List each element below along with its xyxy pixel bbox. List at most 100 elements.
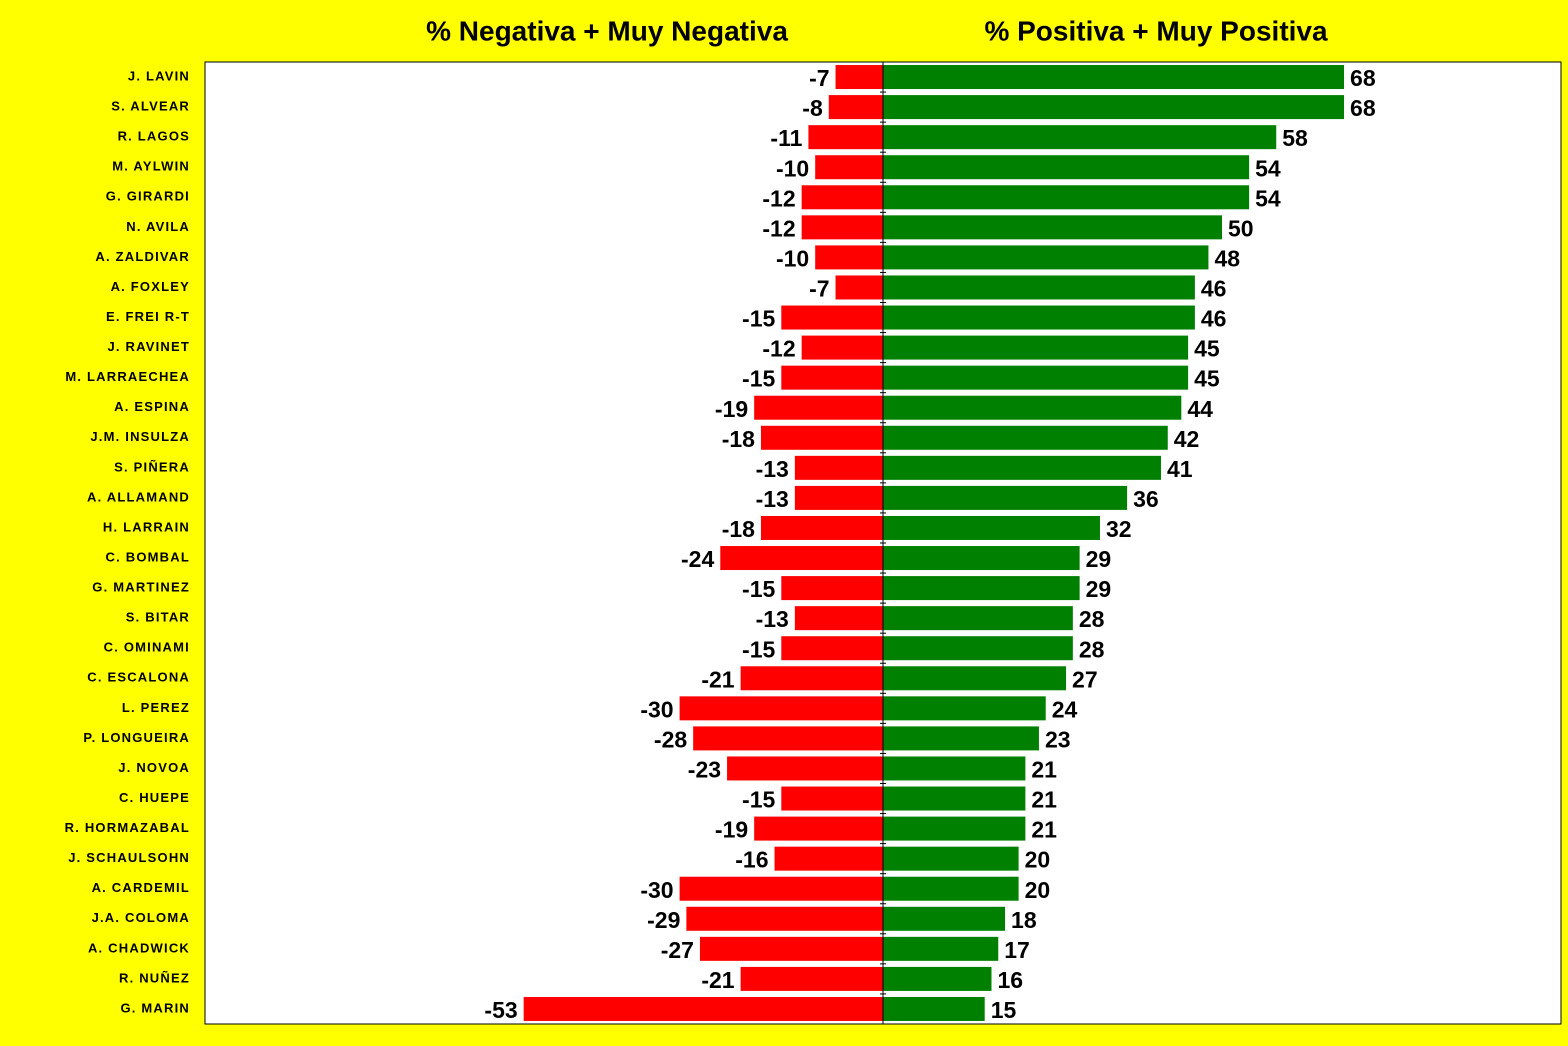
bar: [808, 125, 883, 150]
category-label: L. PEREZ: [122, 700, 190, 715]
value-label: -18: [722, 516, 755, 542]
bar: [883, 936, 999, 961]
legend-header-positive: % Positiva + Muy Positiva: [984, 15, 1328, 46]
bar: [883, 996, 985, 1021]
bar: [720, 546, 883, 571]
bar: [883, 455, 1161, 480]
bar: [693, 726, 883, 751]
value-label: 18: [1011, 907, 1037, 933]
bar: [754, 395, 883, 420]
value-label: -24: [681, 546, 714, 572]
bar: [523, 996, 883, 1021]
value-label: 50: [1228, 215, 1254, 241]
value-label: -23: [688, 757, 721, 783]
bar: [740, 666, 883, 691]
value-label: 27: [1072, 666, 1098, 692]
bar: [883, 515, 1100, 540]
value-label: 44: [1187, 396, 1213, 422]
bar: [794, 485, 883, 510]
value-label: 29: [1086, 576, 1112, 602]
category-label: R. HORMAZABAL: [65, 820, 190, 835]
bar: [801, 215, 883, 240]
category-label: R. LAGOS: [118, 129, 190, 144]
value-label: 42: [1174, 426, 1200, 452]
category-label: M. LARRAECHEA: [65, 369, 190, 384]
bar: [781, 576, 883, 601]
value-label: 15: [991, 997, 1017, 1023]
bar: [835, 275, 883, 300]
category-label: J.A. COLOMA: [92, 910, 190, 925]
value-label: -15: [742, 636, 775, 662]
bar: [774, 846, 883, 871]
bar: [781, 365, 883, 390]
category-label: A. CARDEMIL: [92, 880, 190, 895]
category-label: J.M. INSULZA: [90, 429, 190, 444]
value-label: -30: [640, 877, 673, 903]
bar: [883, 395, 1182, 420]
category-label: A. CHADWICK: [88, 940, 190, 955]
category-label: J. RAVINET: [107, 339, 190, 354]
bar: [883, 425, 1168, 450]
category-label: J. LAVIN: [128, 68, 190, 83]
bar: [883, 576, 1080, 601]
bar: [699, 936, 883, 961]
value-label: -18: [722, 426, 755, 452]
value-label: -13: [756, 456, 789, 482]
category-label: G. MARIN: [120, 1000, 190, 1015]
value-label: 48: [1214, 245, 1240, 271]
value-label: 32: [1106, 516, 1132, 542]
value-label: -10: [776, 245, 809, 271]
value-label: 45: [1194, 366, 1220, 392]
category-label: E. FREI R-T: [106, 309, 190, 324]
bar: [679, 696, 883, 721]
value-label: 28: [1079, 606, 1105, 632]
value-label: 20: [1025, 847, 1051, 873]
legend-header-negative: % Negativa + Muy Negativa: [426, 15, 788, 46]
value-label: 24: [1052, 696, 1078, 722]
bar: [883, 335, 1189, 360]
bar: [883, 365, 1189, 390]
category-label: G. GIRARDI: [106, 189, 190, 204]
bar: [883, 636, 1073, 661]
bar: [883, 906, 1006, 931]
value-label: 17: [1004, 937, 1030, 963]
value-label: -30: [640, 696, 673, 722]
value-label: 23: [1045, 726, 1071, 752]
category-label: G. MARTINEZ: [92, 580, 190, 595]
category-label: S. BITAR: [126, 610, 190, 625]
bar: [754, 816, 883, 841]
bar: [883, 125, 1277, 150]
bar: [801, 335, 883, 360]
bar: [883, 95, 1345, 120]
bar: [781, 636, 883, 661]
value-label: 20: [1025, 877, 1051, 903]
value-label: -19: [715, 396, 748, 422]
value-label: -15: [742, 306, 775, 332]
bar: [781, 786, 883, 811]
value-label: -15: [742, 576, 775, 602]
bar: [801, 185, 883, 210]
value-label: -10: [776, 155, 809, 181]
value-label: 46: [1201, 306, 1227, 332]
category-label: N. AVILA: [126, 219, 190, 234]
bar: [883, 185, 1250, 210]
value-label: 68: [1350, 95, 1376, 121]
value-label: 41: [1167, 456, 1193, 482]
bar: [760, 515, 883, 540]
bar: [883, 305, 1195, 330]
value-label: 58: [1282, 125, 1308, 151]
category-label: S. ALVEAR: [111, 99, 190, 114]
value-label: -29: [647, 907, 680, 933]
bar: [815, 155, 883, 180]
value-label: -28: [654, 726, 687, 752]
value-label: -53: [484, 997, 517, 1023]
category-label: C. BOMBAL: [106, 549, 190, 564]
category-label: C. ESCALONA: [87, 670, 190, 685]
category-label: A. FOXLEY: [111, 279, 190, 294]
value-label: -15: [742, 787, 775, 813]
value-label: -7: [809, 276, 829, 302]
bar: [686, 906, 883, 931]
value-label: -15: [742, 366, 775, 392]
bar: [794, 455, 883, 480]
